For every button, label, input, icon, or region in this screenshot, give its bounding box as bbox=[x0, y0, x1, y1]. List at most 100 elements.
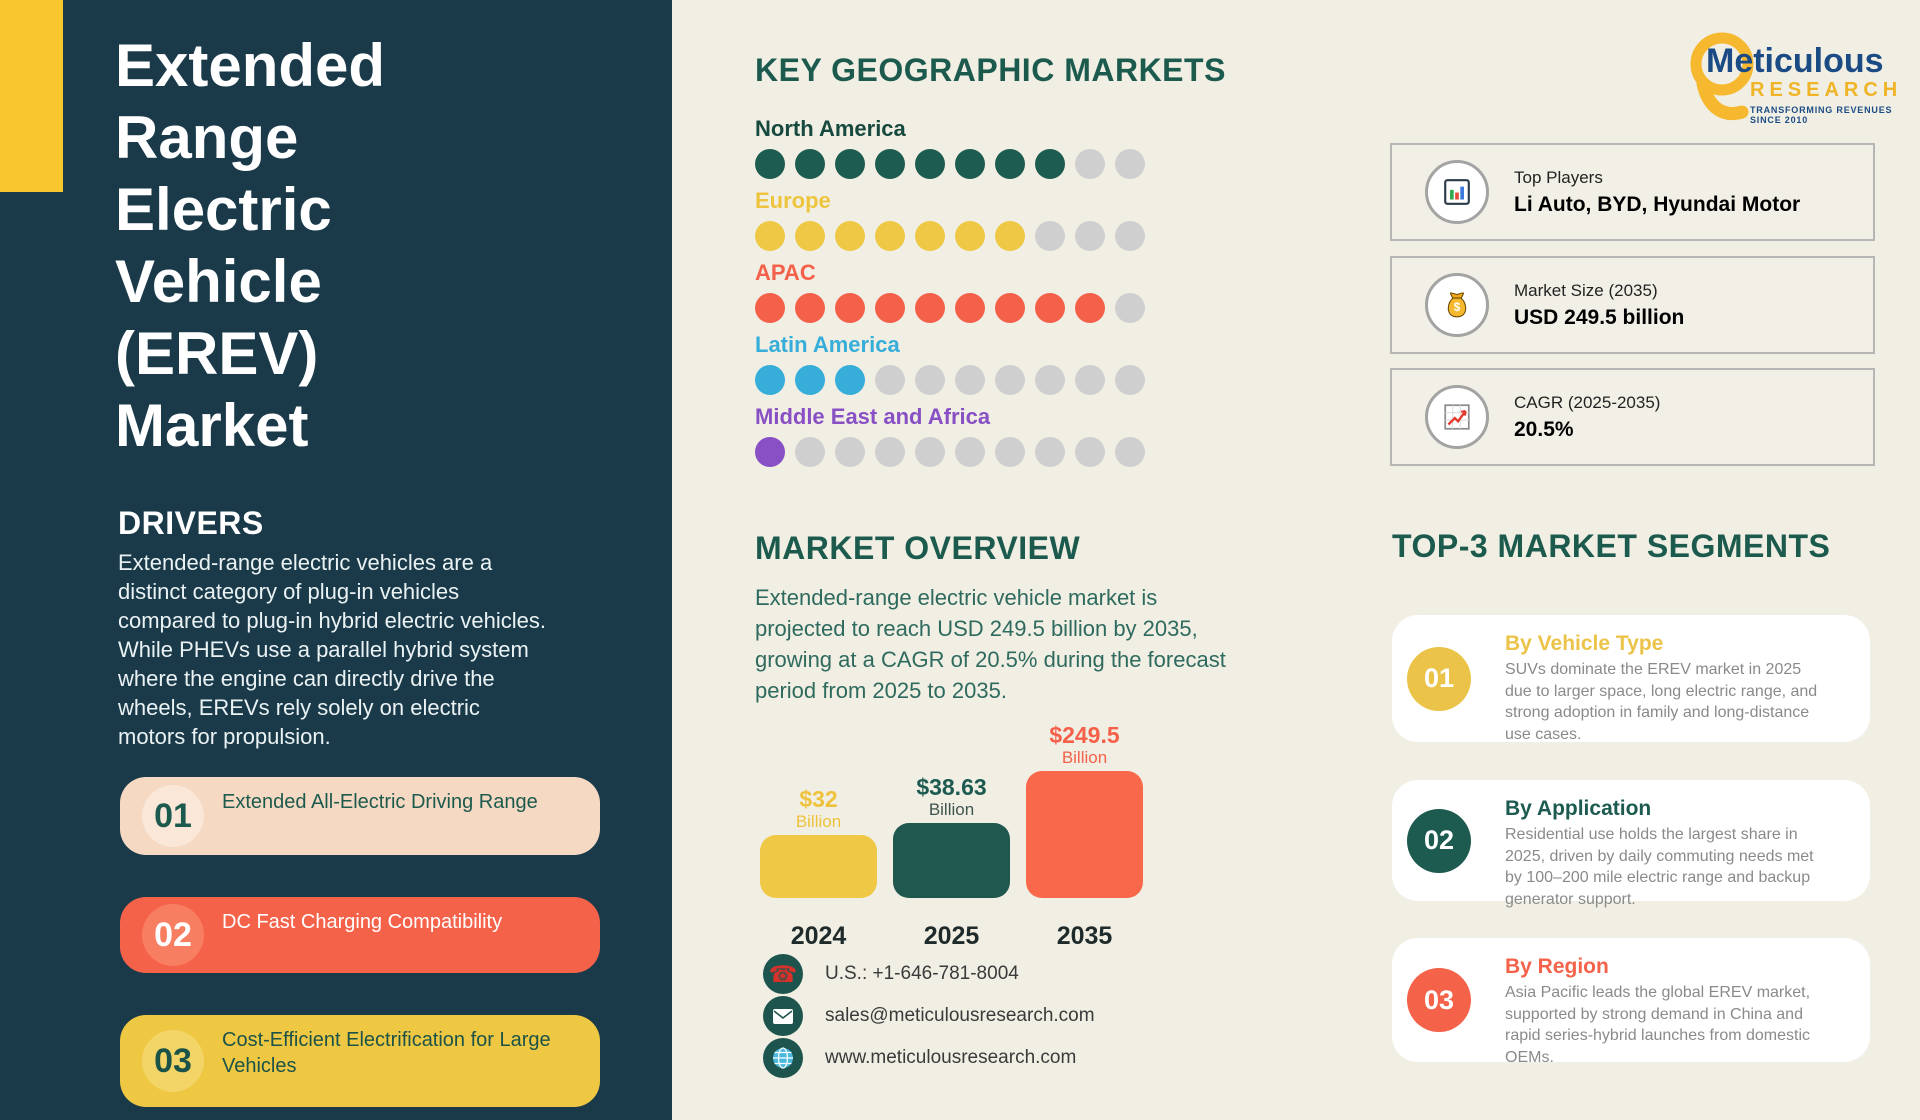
segment-card: 02 By Application Residential use holds th… bbox=[1392, 780, 1870, 908]
filled-dot bbox=[875, 149, 905, 179]
bar-value: $249.5 bbox=[1049, 722, 1120, 748]
contact-row: sales@meticulousresearch.com bbox=[763, 996, 1095, 1036]
geo-region-label: Europe bbox=[755, 188, 831, 213]
filled-dot bbox=[795, 149, 825, 179]
bar-year-label: 2035 bbox=[1056, 922, 1113, 950]
magnifier-icon bbox=[1690, 32, 1754, 120]
segment-body: By Vehicle Type SUVs dominate the EREV ma… bbox=[1505, 615, 1870, 745]
driver-card: 01 Extended All-Electric Driving Range bbox=[120, 777, 600, 855]
bar-year-label: 2025 bbox=[923, 922, 980, 950]
accent-block bbox=[0, 0, 63, 192]
bar-unit: Billion bbox=[1061, 748, 1108, 767]
geo-region-row: APAC bbox=[755, 260, 1226, 323]
filled-dot bbox=[835, 149, 865, 179]
filled-dot bbox=[755, 437, 785, 467]
market-size-bar-chart: $32 Billion 2024 $38.63 Billion 2025 $249.5 Bil… bbox=[752, 722, 1172, 954]
stat-icon-circle bbox=[1425, 385, 1489, 449]
geo-region-row: Europe bbox=[755, 188, 1226, 251]
empty-dot bbox=[835, 437, 865, 467]
filled-dot bbox=[915, 149, 945, 179]
bar bbox=[1026, 771, 1143, 898]
filled-dot bbox=[795, 365, 825, 395]
filled-dot bbox=[1075, 293, 1105, 323]
bar-unit: Billion bbox=[795, 812, 842, 831]
segment-body: By Application Residential use holds the … bbox=[1505, 780, 1870, 910]
stat-text: Top Players Li Auto, BYD, Hyundai Motor bbox=[1514, 168, 1800, 217]
empty-dot bbox=[995, 365, 1025, 395]
empty-dot bbox=[795, 437, 825, 467]
filled-dot bbox=[795, 293, 825, 323]
market-overview-heading: MARKET OVERVIEW bbox=[755, 530, 1081, 566]
empty-dot bbox=[875, 437, 905, 467]
filled-dot bbox=[835, 365, 865, 395]
logo-subtitle: RESEARCH bbox=[1750, 79, 1903, 101]
filled-dot bbox=[915, 293, 945, 323]
driver-number: 02 bbox=[142, 904, 204, 966]
drivers-text: Extended-range electric vehicles are a d… bbox=[118, 550, 546, 749]
filled-dot bbox=[955, 293, 985, 323]
stat-label: CAGR (2025-2035) bbox=[1514, 392, 1661, 412]
empty-dot bbox=[1035, 437, 1065, 467]
driver-label: Extended All-Electric Driving Range bbox=[222, 791, 538, 813]
bar bbox=[760, 835, 877, 898]
contact-row: www.meticulousresearch.com bbox=[763, 1038, 1095, 1078]
filled-dot bbox=[955, 149, 985, 179]
filled-dot bbox=[955, 221, 985, 251]
meticulous-research-logo: Meticulous RESEARCH TRANSFORMING REVENUE… bbox=[1688, 26, 1913, 126]
logo-tagline: TRANSFORMING REVENUES SINCE 2010 bbox=[1750, 105, 1893, 125]
empty-dot bbox=[1115, 293, 1145, 323]
bar-value-label: $32 Billion bbox=[760, 786, 877, 832]
filled-dot bbox=[995, 221, 1025, 251]
segment-body: By Region Asia Pacific leads the global E… bbox=[1505, 938, 1870, 1068]
filled-dot bbox=[995, 149, 1025, 179]
segment-title: By Vehicle Type bbox=[1505, 632, 1664, 655]
stat-text: CAGR (2025-2035) 20.5% bbox=[1514, 393, 1660, 442]
sidebar: Extended Range Electric Vehicle (EREV) M… bbox=[0, 0, 672, 1120]
bar-value: $38.63 bbox=[916, 774, 987, 800]
empty-dot bbox=[875, 365, 905, 395]
driver-label: DC Fast Charging Compatibility bbox=[222, 911, 503, 933]
contacts-list: ☎ U.S.: +1-646-781-8004 sales@meticulousre… bbox=[763, 954, 1095, 1080]
filled-dot bbox=[835, 293, 865, 323]
driver-card: 03 Cost-Efficient Electrification for Lar… bbox=[120, 1015, 600, 1107]
empty-dot bbox=[1115, 365, 1145, 395]
page-title: Extended Range Electric Vehicle (EREV) M… bbox=[115, 32, 386, 459]
empty-dot bbox=[1075, 221, 1105, 251]
contact-text: sales@meticulousresearch.com bbox=[825, 1005, 1095, 1026]
money-bag-icon: $ bbox=[1447, 292, 1467, 318]
segment-title: By Application bbox=[1505, 797, 1652, 820]
filled-dot bbox=[755, 221, 785, 251]
segment-number: 02 bbox=[1407, 808, 1471, 873]
empty-dot bbox=[915, 437, 945, 467]
segment-text: Asia Pacific leads the global EREV marke… bbox=[1505, 984, 1811, 1066]
filled-dot bbox=[995, 293, 1025, 323]
filled-dot bbox=[1035, 149, 1065, 179]
filled-dot bbox=[755, 149, 785, 179]
drivers-heading: DRIVERS bbox=[118, 505, 264, 541]
stat-card: Top Players Li Auto, BYD, Hyundai Motor bbox=[1390, 143, 1875, 241]
contact-icon-circle bbox=[763, 1038, 803, 1078]
empty-dot bbox=[1035, 365, 1065, 395]
bar-value: $32 bbox=[799, 786, 838, 812]
geo-region-row: Latin America bbox=[755, 332, 1226, 395]
geo-region-dots bbox=[755, 365, 1226, 395]
empty-dot bbox=[1075, 149, 1105, 179]
svg-text:$: $ bbox=[1454, 301, 1461, 314]
segment-number: 01 bbox=[1407, 646, 1471, 711]
globe-icon bbox=[773, 1047, 793, 1069]
bar bbox=[893, 823, 1010, 898]
driver-label: Cost-Efficient Electrification for Large… bbox=[222, 1029, 551, 1077]
empty-dot bbox=[955, 437, 985, 467]
contact-text: U.S.: +1-646-781-8004 bbox=[825, 963, 1019, 984]
geo-markets-section: KEY GEOGRAPHIC MARKETS North America Euro… bbox=[755, 52, 1226, 476]
segment-card: 01 By Vehicle Type SUVs dominate the EREV … bbox=[1392, 615, 1870, 745]
stat-label: Market Size (2035) bbox=[1514, 280, 1658, 300]
stat-card: CAGR (2025-2035) 20.5% bbox=[1390, 368, 1875, 466]
geo-region-row: Middle East and Africa bbox=[755, 404, 1226, 467]
filled-dot bbox=[795, 221, 825, 251]
bar-chart-icon bbox=[1444, 179, 1470, 205]
stat-value: Li Auto, BYD, Hyundai Motor bbox=[1514, 192, 1801, 216]
segment-text: Residential use holds the largest share … bbox=[1505, 826, 1814, 908]
empty-dot bbox=[1035, 221, 1065, 251]
geo-region-row: North America bbox=[755, 116, 1226, 179]
